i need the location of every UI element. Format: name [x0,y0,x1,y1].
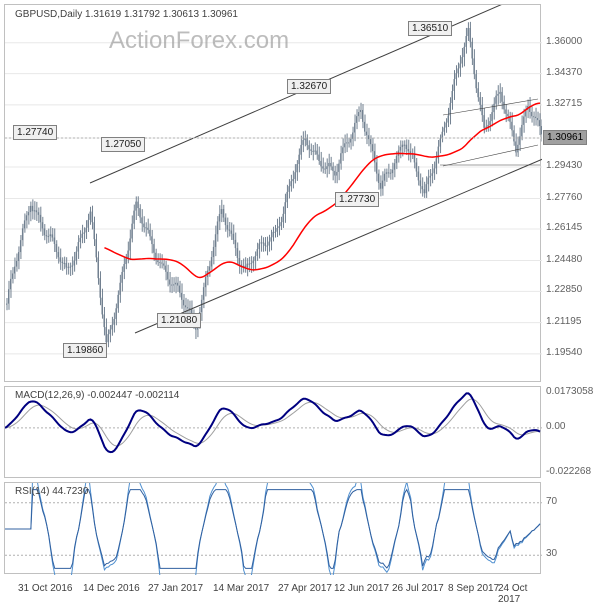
ytick-label: 1.32715 [546,98,582,109]
macd-chart: MACD(12,26,9) -0.002447 -0.002114 [4,386,541,478]
watermark: ActionForex.com [109,27,289,55]
price-callout: 1.32670 [287,79,331,94]
ytick-label: 1.22850 [546,284,582,295]
main-chart-svg [5,5,542,383]
rsi-chart: RSI(14) 44.7230 [4,482,541,574]
main-price-chart: GBPUSD,Daily 1.31619 1.31792 1.30613 1.3… [4,4,541,382]
price-callout: 1.27050 [101,137,145,152]
macd-ytick: -0.022268 [546,466,591,477]
ytick-label: 1.21195 [546,316,581,327]
rsi-ytick: 70 [546,496,557,507]
xtick-label: 14 Mar 2017 [213,583,269,594]
rsi-ytick: 30 [546,548,557,559]
xtick-label: 8 Sep 2017 [448,583,499,594]
price-callout: 1.27740 [13,125,57,140]
price-callout: 1.27730 [335,192,379,207]
ytick-label: 1.27760 [546,192,582,203]
xtick-label: 12 Jun 2017 [334,583,389,594]
ytick-label: 1.34370 [546,67,582,78]
ytick-label: 1.29430 [546,160,582,171]
ytick-label: 1.19540 [546,347,582,358]
xtick-label: 31 Oct 2016 [18,583,72,594]
macd-label: MACD(12,26,9) -0.002447 -0.002114 [15,390,179,401]
current-price-marker: 1.30961 [543,130,587,145]
xtick-label: 27 Jan 2017 [148,583,203,594]
macd-ytick: 0.00 [546,421,565,432]
ytick-label: 1.24480 [546,254,582,265]
xtick-label: 26 Jul 2017 [392,583,444,594]
rsi-label: RSI(14) 44.7230 [15,486,88,497]
ytick-label: 1.36000 [546,36,582,47]
xtick-label: 14 Dec 2016 [83,583,140,594]
price-callout: 1.36510 [408,21,452,36]
price-callout: 1.19860 [63,343,107,358]
symbol-timeframe: GBPUSD,Daily 1.31619 1.31792 1.30613 1.3… [15,9,238,20]
xtick-label: 27 Apr 2017 [278,583,332,594]
xtick-label: 24 Oct 2017 [498,583,541,605]
macd-ytick: 0.0173058 [546,386,593,397]
price-callout: 1.21080 [157,313,201,328]
x-axis: 31 Oct 2016 14 Dec 2016 27 Jan 2017 14 Mar … [4,583,541,598]
ytick-label: 1.26145 [546,222,582,233]
